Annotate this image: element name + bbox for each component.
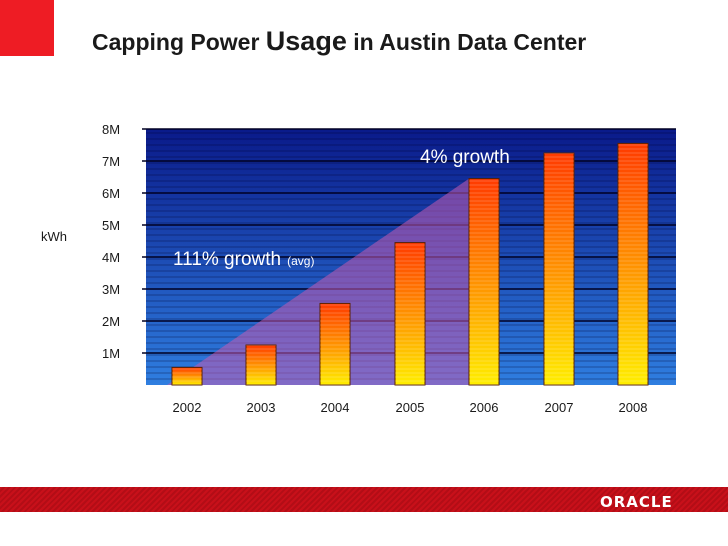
y-tick-label: 4M: [102, 250, 120, 265]
x-tick-label: 2006: [470, 400, 499, 415]
y-tick-label: 2M: [102, 314, 120, 329]
bars: [171, 142, 649, 386]
y-tick-label: 5M: [102, 218, 120, 233]
bar-texture: [246, 345, 276, 385]
red-corner-block: [0, 0, 54, 56]
bar-texture: [469, 178, 499, 385]
growth-wedge: [167, 178, 469, 385]
bar-texture: [395, 242, 425, 385]
annotation-4-growth: 4% growth: [420, 147, 510, 168]
x-tick-label: 2003: [247, 400, 276, 415]
y-axis-label: kWh: [41, 229, 67, 244]
bar-texture: [320, 303, 350, 385]
title-part-a: Capping Power: [92, 29, 260, 55]
y-tick-labels: 1M 2M 3M 4M 5M 6M 7M 8M: [102, 122, 120, 361]
y-tick-label: 1M: [102, 346, 120, 361]
footer-bar: [0, 487, 728, 512]
bar-texture: [172, 367, 202, 385]
annotation-111-sub: (avg): [287, 254, 314, 268]
y-tick-label: 8M: [102, 122, 120, 137]
x-tick-label: 2007: [545, 400, 574, 415]
oracle-logo: ORACLE: [600, 493, 673, 511]
slide-title: Capping Power Usage in Austin Data Cente…: [92, 26, 586, 57]
annotation-111-growth: 111% growth (avg): [173, 249, 314, 270]
y-tick-label: 3M: [102, 282, 120, 297]
bar-texture: [618, 143, 648, 385]
x-tick-labels: 2002 2003 2004 2005 2006 2007 2008: [173, 400, 648, 415]
x-tick-label: 2002: [173, 400, 202, 415]
x-tick-label: 2005: [396, 400, 425, 415]
x-tick-label: 2004: [321, 400, 350, 415]
x-tick-label: 2008: [619, 400, 648, 415]
title-part-b: Usage: [265, 26, 347, 56]
bar-texture: [544, 153, 574, 385]
y-tick-label: 7M: [102, 154, 120, 169]
annotation-111-main: 111% growth: [173, 249, 281, 270]
y-tick-label: 6M: [102, 186, 120, 201]
title-part-c: in Austin Data Center: [353, 29, 587, 55]
